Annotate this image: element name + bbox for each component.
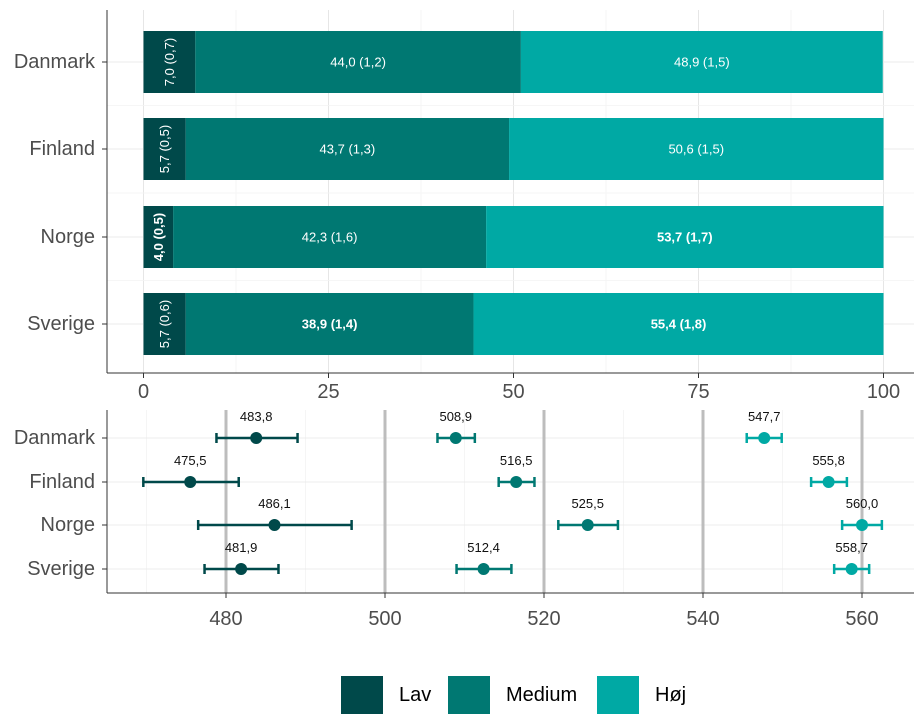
- bar-label-sverige-hoej: 55,4 (1,8): [651, 317, 707, 332]
- bar-finland-lav: [143, 118, 186, 180]
- point-label-sverige-lav: 481,9: [225, 540, 258, 555]
- point-danmark-lav: [250, 432, 263, 444]
- legend-label-medium: Medium: [506, 683, 578, 706]
- top-y-tick-label-sverige: Sverige: [27, 313, 95, 335]
- bottom-y-tick-label-sverige: Sverige: [27, 558, 95, 580]
- point-label-norge-lav: 486,1: [258, 496, 291, 511]
- bar-danmark-medium: [195, 31, 521, 93]
- bar-label-finland-medium: 43,7 (1,3): [320, 142, 376, 157]
- point-sverige-medium: [477, 563, 490, 575]
- bottom-y-tick-label-danmark: Danmark: [14, 427, 96, 449]
- point-label-danmark-lav: 483,8: [240, 409, 273, 424]
- point-norge-lav: [268, 519, 281, 531]
- point-label-danmark-medium: 508,9: [439, 409, 472, 424]
- bar-label-norge-hoej: 53,7 (1,7): [657, 230, 713, 245]
- bar-sverige-medium: [185, 293, 474, 355]
- bar-norge-hoej: [486, 206, 884, 268]
- bar-norge-lav: [143, 206, 174, 268]
- bottom-x-tick-label-540: 540: [686, 608, 719, 630]
- top-y-tick-label-norge: Norge: [41, 226, 95, 248]
- score-point-panel: 483,8 508,9 547,7 Danmark 475,5 516,5 555,8 Fin…: [14, 409, 914, 630]
- bar-label-finland-lav: 5,7 (0,5): [157, 125, 172, 173]
- point-sverige-lav: [235, 563, 248, 575]
- point-finland-hoej: [822, 476, 835, 488]
- point-danmark-hoej: [758, 432, 771, 444]
- point-norge-medium: [581, 519, 594, 531]
- bottom-x-tick-label-520: 520: [527, 608, 560, 630]
- bottom-y-tick-label-norge: Norge: [41, 514, 95, 536]
- point-sverige-hoej: [845, 563, 858, 575]
- point-label-finland-medium: 516,5: [500, 453, 533, 468]
- bar-danmark-lav: [143, 31, 196, 93]
- bar-label-danmark-hoej: 48,9 (1,5): [674, 55, 730, 70]
- bottom-plot-background: [107, 410, 914, 593]
- bottom-y-tick-label-finland: Finland: [29, 471, 95, 493]
- bar-norge-medium: [173, 206, 487, 268]
- bar-label-finland-hoej: 50,6 (1,5): [668, 142, 724, 157]
- bar-danmark-hoej: [520, 31, 883, 93]
- chart-canvas: 7,0 (0,7) 44,0 (1,2) 48,9 (1,5) Danmark 5,7 …: [14, 10, 914, 630]
- point-danmark-medium: [449, 432, 462, 444]
- bar-finland-medium: [185, 118, 510, 180]
- top-x-tick-label-100: 100: [867, 381, 900, 403]
- point-label-norge-hoej: 560,0: [846, 496, 879, 511]
- stacked-bar-panel: 7,0 (0,7) 44,0 (1,2) 48,9 (1,5) Danmark 5,7 …: [14, 10, 914, 403]
- bar-finland-hoej: [509, 118, 884, 180]
- legend: Lav Medium Høj: [0, 676, 914, 716]
- point-label-finland-lav: 475,5: [174, 453, 207, 468]
- legend-swatch-lav: [341, 676, 383, 714]
- point-label-danmark-hoej: 547,7: [748, 409, 781, 424]
- legend-item-medium: Medium: [448, 676, 577, 714]
- bar-label-norge-medium: 42,3 (1,6): [302, 230, 358, 245]
- legend-swatch-hoej: [597, 676, 639, 714]
- top-x-tick-label-25: 25: [317, 381, 339, 403]
- bar-sverige-lav: [143, 293, 186, 355]
- bar-label-norge-lav: 4,0 (0,5): [151, 213, 166, 261]
- point-label-finland-hoej: 555,8: [812, 453, 845, 468]
- bottom-x-tick-label-560: 560: [845, 608, 878, 630]
- legend-label-hoej: Høj: [655, 683, 687, 706]
- top-x-tick-label-0: 0: [138, 381, 149, 403]
- top-y-tick-label-danmark: Danmark: [14, 51, 96, 73]
- point-finland-lav: [184, 476, 197, 488]
- point-label-sverige-hoej: 558,7: [835, 540, 868, 555]
- point-label-norge-medium: 525,5: [571, 496, 604, 511]
- bottom-x-tick-label-480: 480: [209, 608, 242, 630]
- legend-label-lav: Lav: [399, 683, 432, 706]
- legend-swatch-medium: [448, 676, 490, 714]
- point-finland-medium: [510, 476, 523, 488]
- bar-label-sverige-lav: 5,7 (0,6): [157, 300, 172, 348]
- top-y-tick-label-finland: Finland: [29, 138, 95, 160]
- bar-label-sverige-medium: 38,9 (1,4): [302, 317, 358, 332]
- bottom-x-tick-label-500: 500: [368, 608, 401, 630]
- bar-sverige-hoej: [473, 293, 884, 355]
- point-label-sverige-medium: 512,4: [467, 540, 500, 555]
- bar-label-danmark-lav: 7,0 (0,7): [162, 38, 177, 86]
- top-x-tick-label-50: 50: [502, 381, 524, 403]
- bar-label-danmark-medium: 44,0 (1,2): [330, 55, 386, 70]
- legend-item-hoej: Høj: [597, 676, 686, 714]
- legend-item-lav: Lav: [341, 676, 431, 714]
- top-x-tick-label-75: 75: [687, 381, 709, 403]
- point-norge-hoej: [856, 519, 868, 531]
